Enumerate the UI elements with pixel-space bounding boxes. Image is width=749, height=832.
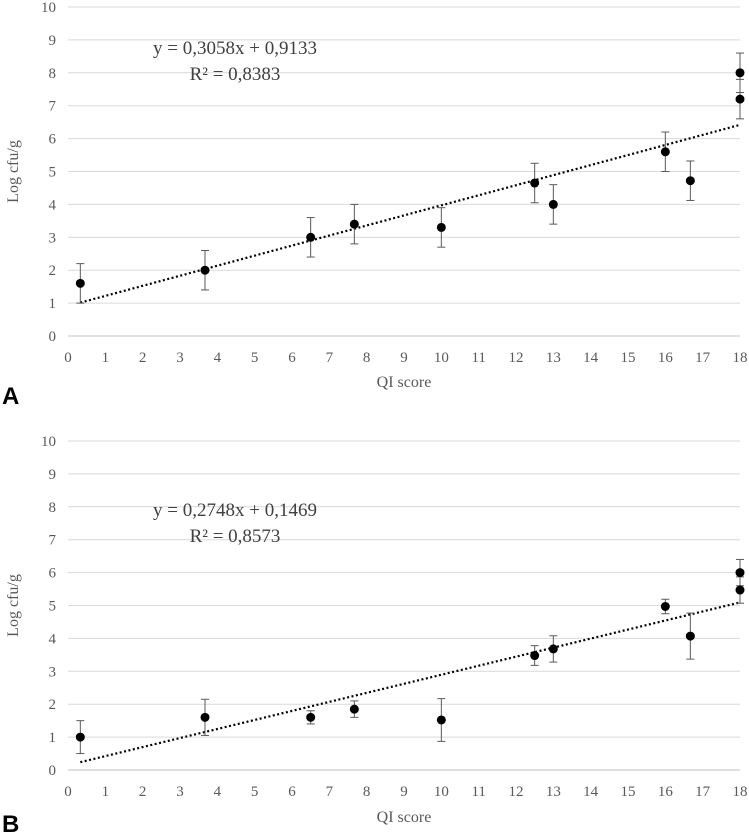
data-point xyxy=(548,644,558,654)
data-point xyxy=(436,715,446,725)
data-point xyxy=(75,732,85,742)
x-tick-label: 15 xyxy=(621,350,636,366)
y-tick-label: 7 xyxy=(49,533,57,549)
y-tick-label: 4 xyxy=(49,197,57,213)
x-axis-title: QI score xyxy=(377,374,432,391)
x-tick-label: 9 xyxy=(400,784,408,800)
x-tick-label: 11 xyxy=(471,784,485,800)
x-tick-label: 17 xyxy=(695,784,711,800)
data-point xyxy=(436,222,446,232)
x-tick-label: 5 xyxy=(251,350,259,366)
x-tick-label: 10 xyxy=(434,784,449,800)
y-tick-label: 3 xyxy=(49,664,57,680)
y-tick-label: 9 xyxy=(49,467,57,483)
x-tick-label: 12 xyxy=(509,350,524,366)
trendline xyxy=(80,123,741,304)
y-tick-label: 2 xyxy=(49,697,57,713)
x-tick-label: 5 xyxy=(251,784,259,800)
x-tick-label: 16 xyxy=(658,350,674,366)
y-tick-label: 6 xyxy=(49,566,57,582)
panel-label: A xyxy=(2,383,19,410)
x-tick-label: 1 xyxy=(102,350,110,366)
y-tick-label: 6 xyxy=(49,132,57,148)
x-tick-label: 6 xyxy=(288,784,296,800)
y-axis-title: Log cfu/g xyxy=(5,140,22,203)
x-tick-label: 17 xyxy=(695,350,711,366)
data-point xyxy=(735,585,745,595)
data-point xyxy=(735,68,745,78)
y-tick-label: 8 xyxy=(49,500,57,516)
trend-equation: y = 0,3058x + 0,9133 xyxy=(153,38,317,59)
y-tick-label: 5 xyxy=(49,599,57,615)
data-point xyxy=(306,232,316,242)
y-tick-label: 5 xyxy=(49,165,57,181)
data-point xyxy=(530,178,540,188)
y-axis-title: Log cfu/g xyxy=(5,574,22,637)
r-squared: R² = 0,8573 xyxy=(190,526,281,547)
x-tick-label: 12 xyxy=(509,784,524,800)
x-tick-label: 9 xyxy=(400,350,408,366)
panel-label: B xyxy=(2,811,19,832)
y-tick-label: 8 xyxy=(49,66,57,82)
data-point xyxy=(349,219,359,229)
x-tick-label: 1 xyxy=(102,784,110,800)
y-tick-label: 3 xyxy=(49,230,57,246)
x-tick-label: 4 xyxy=(214,350,222,366)
r-squared: R² = 0,8383 xyxy=(190,64,281,85)
y-tick-label: 10 xyxy=(41,0,56,16)
data-point xyxy=(735,568,745,578)
x-tick-label: 18 xyxy=(733,350,748,366)
data-point xyxy=(685,176,695,186)
trendline xyxy=(80,601,741,764)
x-tick-label: 3 xyxy=(176,350,184,366)
trend-equation: y = 0,2748x + 0,1469 xyxy=(153,500,317,521)
y-tick-label: 0 xyxy=(49,763,57,779)
y-tick-label: 9 xyxy=(49,33,57,49)
y-tick-label: 2 xyxy=(49,263,57,279)
y-tick-label: 4 xyxy=(49,631,57,647)
data-point xyxy=(735,94,745,104)
y-tick-label: 7 xyxy=(49,99,57,115)
x-axis-title: QI score xyxy=(377,809,432,826)
x-tick-label: 18 xyxy=(733,784,748,800)
x-tick-label: 13 xyxy=(546,350,561,366)
data-point xyxy=(200,712,210,722)
x-tick-label: 2 xyxy=(139,784,147,800)
data-point xyxy=(685,631,695,641)
x-tick-label: 0 xyxy=(64,350,72,366)
x-tick-label: 13 xyxy=(546,784,561,800)
x-tick-label: 6 xyxy=(288,350,296,366)
data-point xyxy=(660,601,670,611)
x-tick-label: 0 xyxy=(64,784,72,800)
x-tick-label: 15 xyxy=(621,784,636,800)
x-tick-label: 7 xyxy=(326,784,334,800)
data-point xyxy=(530,651,540,661)
y-tick-label: 1 xyxy=(49,296,57,312)
x-tick-label: 8 xyxy=(363,784,371,800)
data-point xyxy=(349,704,359,714)
x-tick-label: 3 xyxy=(176,784,184,800)
x-tick-label: 7 xyxy=(326,350,334,366)
x-tick-label: 14 xyxy=(583,784,599,800)
x-tick-label: 4 xyxy=(214,784,222,800)
y-tick-label: 1 xyxy=(49,730,57,746)
x-tick-label: 16 xyxy=(658,784,674,800)
x-tick-label: 11 xyxy=(471,350,485,366)
y-tick-label: 10 xyxy=(41,434,56,450)
x-tick-label: 14 xyxy=(583,350,599,366)
y-tick-label: 0 xyxy=(49,329,57,345)
data-point xyxy=(200,265,210,275)
x-tick-label: 8 xyxy=(363,350,371,366)
x-tick-label: 2 xyxy=(139,350,147,366)
data-point xyxy=(75,278,85,288)
data-point xyxy=(660,147,670,157)
data-point xyxy=(306,712,316,722)
x-tick-label: 10 xyxy=(434,350,449,366)
data-point xyxy=(548,199,558,209)
